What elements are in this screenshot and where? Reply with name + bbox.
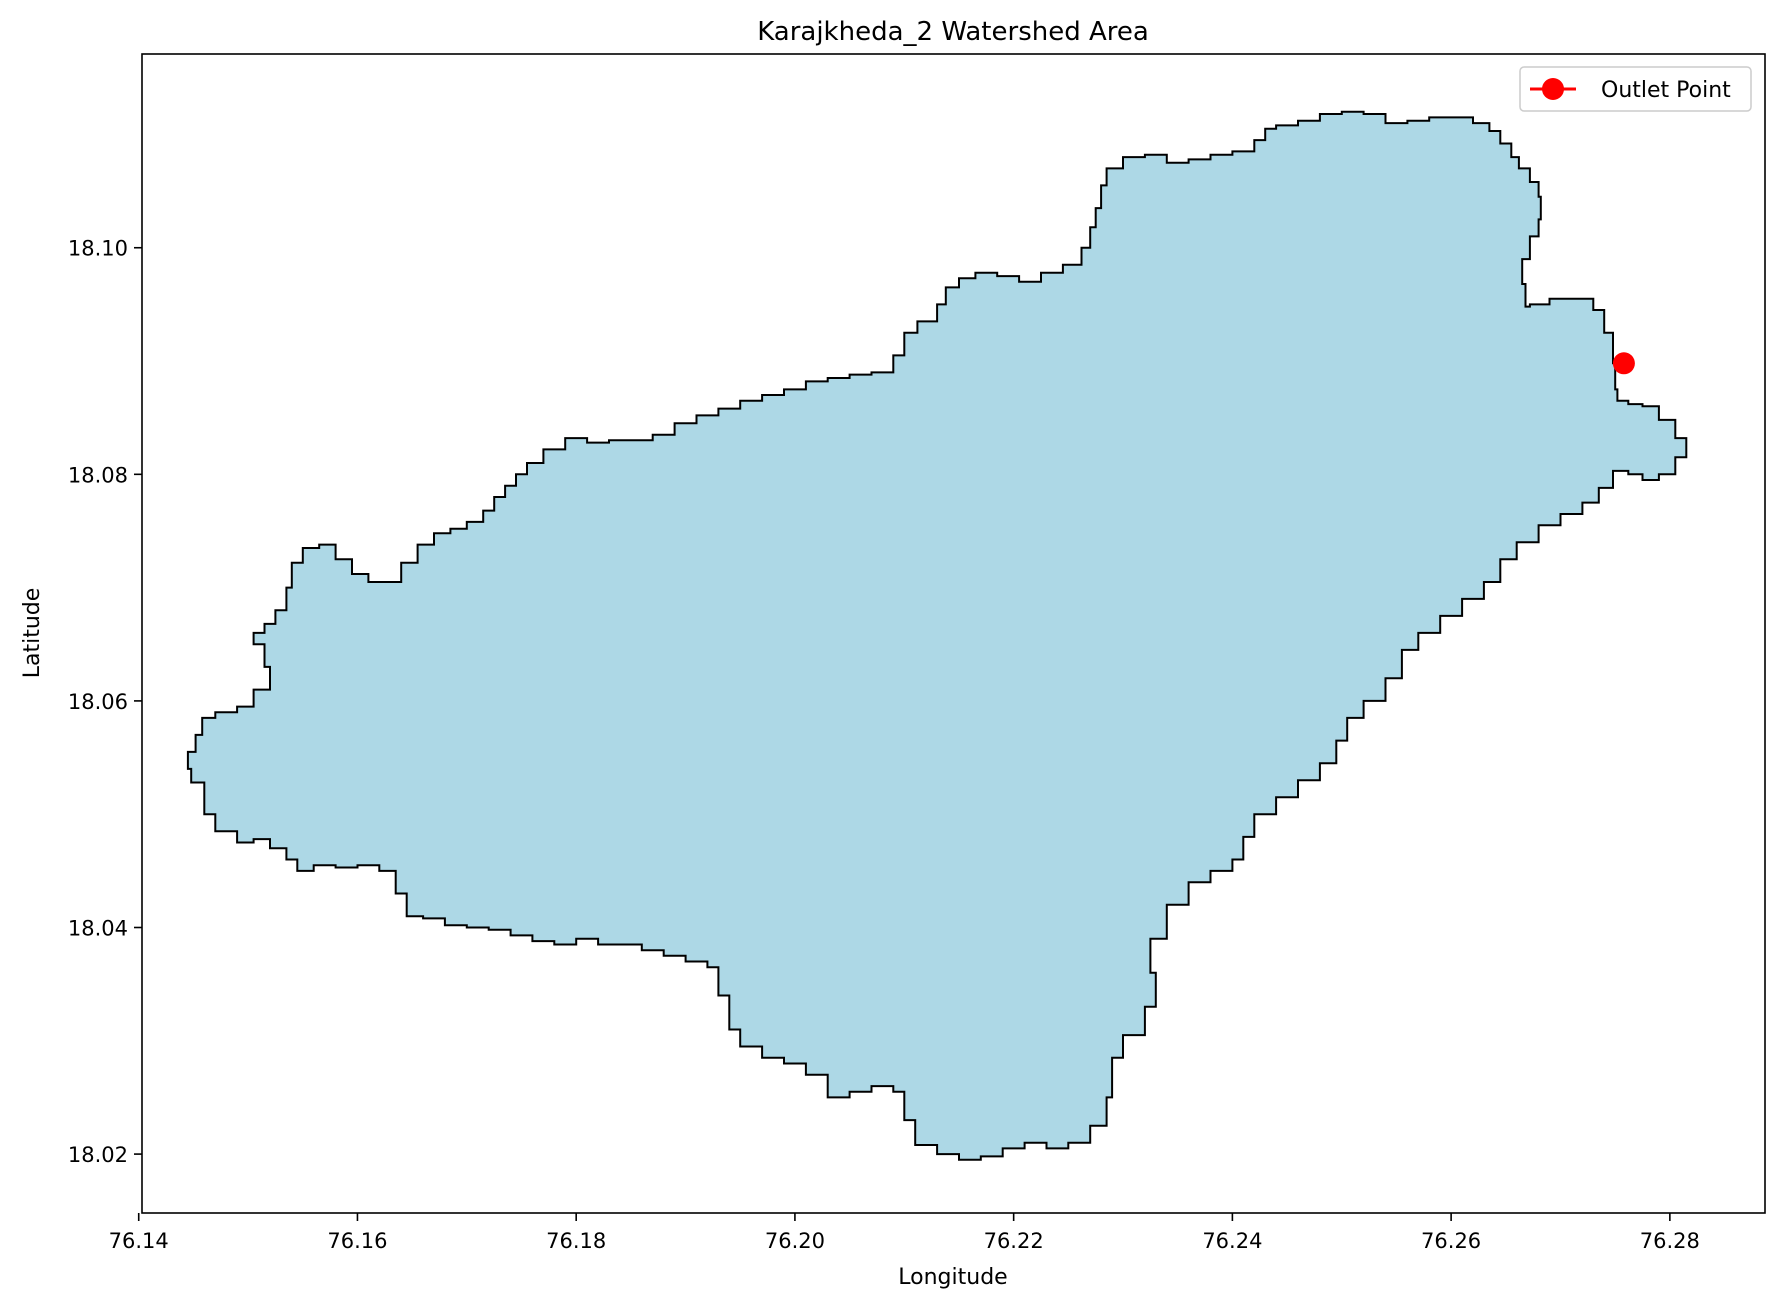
plot-area	[141, 53, 1766, 1214]
x-tick-label: 76.16	[327, 1229, 387, 1253]
legend-label-outlet-point: Outlet Point	[1601, 78, 1731, 103]
outlet-point-marker	[1612, 352, 1635, 375]
chart-title: Karajkheda_2 Watershed Area	[757, 17, 1149, 47]
y-tick-label: 18.02	[68, 1143, 128, 1167]
y-axis-ticks: 18.02 18.04 18.06 18.08 18.10	[68, 237, 142, 1167]
x-tick-label: 76.20	[765, 1229, 825, 1253]
x-axis-ticks: 76.14 76.16 76.18 76.20 76.22 76.24 76.26 76.28	[109, 1213, 1700, 1253]
x-axis-label: Longitude	[898, 1265, 1007, 1290]
axes-frame	[141, 53, 1766, 1214]
legend-box	[1519, 66, 1752, 112]
x-tick-label: 76.14	[109, 1229, 169, 1253]
x-tick-label: 76.28	[1640, 1229, 1700, 1253]
watershed-polygon	[186, 110, 1688, 1161]
x-tick-label: 76.26	[1421, 1229, 1481, 1253]
y-tick-label: 18.04	[68, 916, 128, 940]
outlet-layer	[1612, 352, 1635, 375]
y-tick-label: 18.06	[68, 690, 128, 714]
y-tick-label: 18.08	[68, 463, 128, 487]
x-tick-label: 76.22	[984, 1229, 1044, 1253]
legend: Outlet Point	[1519, 66, 1752, 112]
x-tick-label: 76.18	[546, 1229, 606, 1253]
y-axis-label: Latitude	[20, 588, 45, 679]
legend-marker	[1542, 78, 1564, 100]
y-tick-label: 18.10	[68, 237, 128, 261]
x-tick-label: 76.24	[1202, 1229, 1262, 1253]
